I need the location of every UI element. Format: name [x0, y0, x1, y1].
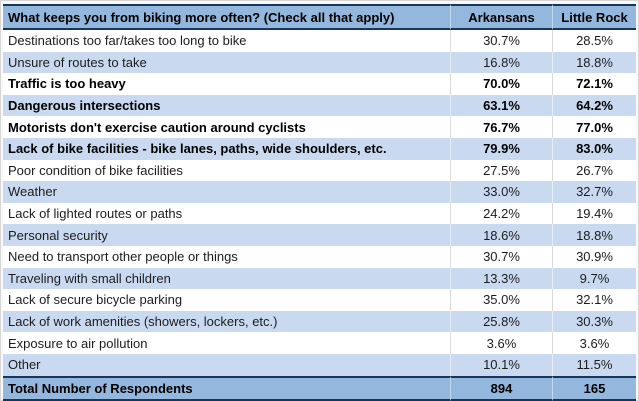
row-label: Lack of bike facilities - bike lanes, pa… — [3, 137, 450, 160]
little-rock-value: 83.0% — [552, 137, 636, 160]
arkansans-value: 25.8% — [450, 310, 552, 333]
row-label: Traveling with small children — [3, 267, 450, 290]
total-little-rock-value: 165 — [552, 375, 636, 401]
little-rock-value: 26.7% — [552, 159, 636, 182]
row-label: Motorists don't exercise caution around … — [3, 116, 450, 138]
table-row: Other 10.1% 11.5% — [3, 353, 636, 376]
little-rock-value: 11.5% — [552, 353, 636, 376]
table-body: Destinations too far/takes too long to b… — [3, 30, 636, 376]
arkansans-value: 35.0% — [450, 289, 552, 311]
total-row: Total Number of Respondents 894 165 — [3, 375, 636, 401]
table-row: Weather 33.0% 32.7% — [3, 181, 636, 203]
little-rock-value: 32.1% — [552, 289, 636, 311]
little-rock-value: 64.2% — [552, 94, 636, 117]
table-row: Personal security 18.6% 18.8% — [3, 224, 636, 246]
table-row: Traveling with small children 13.3% 9.7% — [3, 267, 636, 290]
arkansans-value: 3.6% — [450, 332, 552, 354]
table-row: Traffic is too heavy 70.0% 72.1% — [3, 73, 636, 95]
row-label: Dangerous intersections — [3, 94, 450, 117]
table-row: Motorists don't exercise caution around … — [3, 116, 636, 138]
total-row-label: Total Number of Respondents — [3, 375, 450, 401]
table-row: Dangerous intersections 63.1% 64.2% — [3, 94, 636, 117]
arkansans-value: 13.3% — [450, 267, 552, 290]
arkansans-value: 18.6% — [450, 224, 552, 246]
row-label: Unsure of routes to take — [3, 51, 450, 74]
header-row: What keeps you from biking more often? (… — [3, 4, 636, 30]
little-rock-value: 32.7% — [552, 181, 636, 203]
little-rock-value: 30.9% — [552, 245, 636, 268]
row-label: Other — [3, 353, 450, 376]
row-label: Traffic is too heavy — [3, 73, 450, 95]
arkansans-value: 30.7% — [450, 30, 552, 52]
row-label: Need to transport other people or things — [3, 245, 450, 268]
row-label: Poor condition of bike facilities — [3, 159, 450, 182]
little-rock-value: 19.4% — [552, 202, 636, 225]
table-row: Need to transport other people or things… — [3, 245, 636, 268]
row-label: Destinations too far/takes too long to b… — [3, 30, 450, 52]
row-label: Lack of work amenities (showers, lockers… — [3, 310, 450, 333]
question-column-header: What keeps you from biking more often? (… — [3, 4, 450, 30]
arkansans-value: 27.5% — [450, 159, 552, 182]
little-rock-value: 9.7% — [552, 267, 636, 290]
little-rock-column-header: Little Rock — [552, 4, 636, 30]
table-row: Poor condition of bike facilities 27.5% 26… — [3, 159, 636, 182]
table-row: Lack of lighted routes or paths 24.2% 19.4… — [3, 202, 636, 225]
table-row: Destinations too far/takes too long to b… — [3, 30, 636, 52]
row-label: Weather — [3, 181, 450, 203]
little-rock-value: 30.3% — [552, 310, 636, 333]
arkansans-value: 63.1% — [450, 94, 552, 117]
arkansans-value: 24.2% — [450, 202, 552, 225]
arkansans-value: 76.7% — [450, 116, 552, 138]
arkansans-value: 10.1% — [450, 353, 552, 376]
table-row: Lack of secure bicycle parking 35.0% 32.1% — [3, 289, 636, 311]
little-rock-value: 72.1% — [552, 73, 636, 95]
arkansans-value: 70.0% — [450, 73, 552, 95]
arkansans-value: 33.0% — [450, 181, 552, 203]
table-row: Lack of work amenities (showers, lockers… — [3, 310, 636, 333]
table-row: Exposure to air pollution 3.6% 3.6% — [3, 332, 636, 354]
table-row: Unsure of routes to take 16.8% 18.8% — [3, 51, 636, 74]
row-label: Lack of secure bicycle parking — [3, 289, 450, 311]
arkansans-value: 79.9% — [450, 137, 552, 160]
little-rock-value: 77.0% — [552, 116, 636, 138]
row-label: Lack of lighted routes or paths — [3, 202, 450, 225]
row-label: Exposure to air pollution — [3, 332, 450, 354]
little-rock-value: 3.6% — [552, 332, 636, 354]
arkansans-column-header: Arkansans — [450, 4, 552, 30]
total-arkansans-value: 894 — [450, 375, 552, 401]
survey-table: What keeps you from biking more often? (… — [3, 4, 636, 401]
little-rock-value: 28.5% — [552, 30, 636, 52]
arkansans-value: 16.8% — [450, 51, 552, 74]
little-rock-value: 18.8% — [552, 51, 636, 74]
row-label: Personal security — [3, 224, 450, 246]
little-rock-value: 18.8% — [552, 224, 636, 246]
arkansans-value: 30.7% — [450, 245, 552, 268]
table-row: Lack of bike facilities - bike lanes, pa… — [3, 137, 636, 160]
